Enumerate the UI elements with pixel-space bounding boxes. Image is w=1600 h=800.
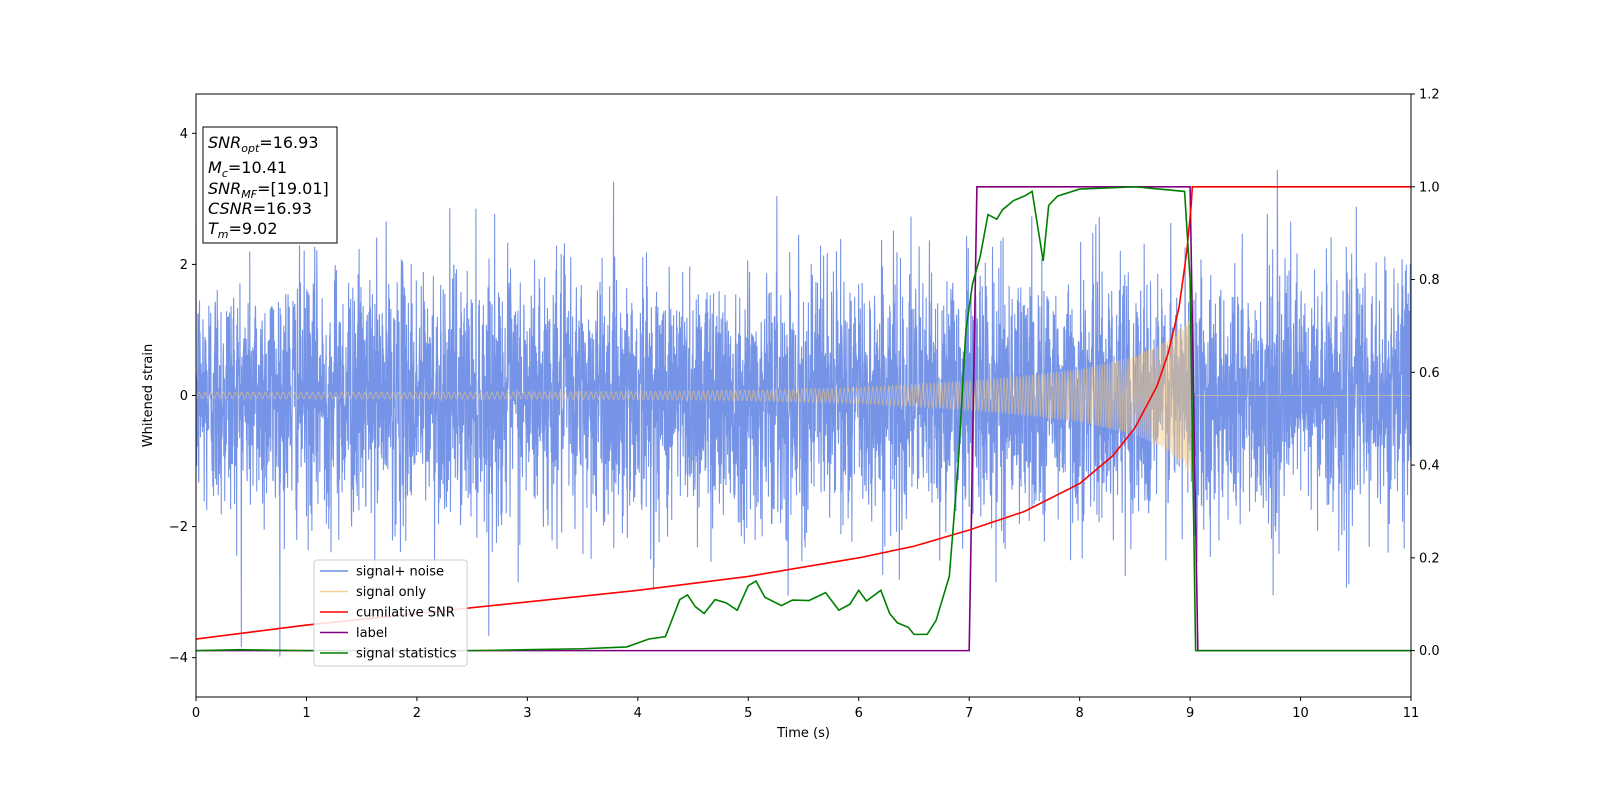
legend-frame [313, 559, 468, 667]
x-tick-label: 2 [413, 706, 421, 721]
y-tick-label: −2 [169, 520, 188, 535]
annotation-mc: Mc=10.41 [208, 158, 287, 180]
legend: signal+ noise signal only cumilative SNR la… [313, 559, 468, 667]
signal-only-line [195, 321, 1411, 473]
y-tick-label: 2 [180, 258, 188, 273]
signal-statistics-line [195, 185, 1411, 652]
annotation-mc-sub: c [222, 167, 228, 180]
annotation-mc-value: =10.41 [228, 158, 287, 177]
x-tick-label: 5 [744, 706, 752, 721]
y-right-tick-label: 0.0 [1419, 644, 1440, 659]
x-tick-label: 7 [965, 706, 973, 721]
x-tick-label: 3 [523, 706, 531, 721]
y-tick-label: −4 [169, 651, 188, 666]
legend-label: cumilative SNR [356, 606, 455, 621]
series-signal-only [195, 321, 1411, 473]
annotation-snr-mf-sub: MF [241, 188, 257, 201]
annotation-box: SNRopt=16.93 Mc=10.41 SNRMF=[19.01] CSNR… [202, 126, 338, 244]
series-signal-statistics [195, 185, 1411, 652]
x-tick-label: 0 [192, 706, 200, 721]
annotation-frame [202, 126, 338, 244]
axes: 0 1 2 3 4 5 6 7 8 9 10 11 4 2 0 −2 −4 0.0 0.2 0.4 0.6 0.8 1.0 1… [169, 88, 1440, 722]
annotation-tm: Tm=9.02 [208, 219, 278, 241]
legend-label: signal only [356, 585, 426, 600]
x-tick-label: 4 [634, 706, 642, 721]
annotation-mc-base: M [208, 158, 222, 177]
y-right-tick-label: 0.4 [1419, 459, 1440, 474]
y-right-tick-label: 0.2 [1419, 551, 1440, 566]
annotation-snr-opt-sub: opt [241, 142, 260, 155]
annotation-snr-opt: SNRopt=16.93 [208, 133, 319, 155]
y-tick-label: 0 [180, 389, 188, 404]
legend-label: signal+ noise [356, 565, 444, 580]
legend-label: label [356, 626, 387, 641]
series-signal-noise [195, 170, 1412, 657]
y-axis-label: Whitened strain [141, 344, 156, 447]
y-right-tick-label: 0.8 [1419, 273, 1440, 288]
annotation-snr-mf: SNRMF=[19.01] [208, 179, 329, 201]
annotation-snr-mf-value: =[19.01] [257, 179, 329, 198]
legend-label: signal statistics [356, 647, 457, 662]
annotation-csnr: CSNR=16.93 [208, 199, 312, 218]
x-tick-label: 11 [1403, 706, 1420, 721]
y-tick-label: 4 [180, 127, 188, 142]
x-axis-label: Time (s) [776, 726, 830, 741]
y-right-tick-label: 1.0 [1419, 180, 1440, 195]
signal-noise-line [195, 170, 1412, 657]
annotation-snr-opt-base: SNR [208, 133, 241, 152]
annotation-tm-base: T [208, 219, 219, 238]
x-tick-label: 9 [1186, 706, 1194, 721]
y-right-tick-label: 0.6 [1419, 366, 1440, 381]
y-right-tick-label: 1.2 [1419, 88, 1440, 103]
x-tick-label: 1 [302, 706, 310, 721]
annotation-snr-mf-base: SNR [208, 179, 241, 198]
annotation-csnr-base: CSNR [208, 199, 253, 218]
x-tick-label: 10 [1292, 706, 1309, 721]
x-tick-label: 6 [855, 706, 863, 721]
annotation-snr-opt-value: =16.93 [259, 133, 318, 152]
annotation-tm-value: =9.02 [229, 219, 278, 238]
annotation-tm-sub: m [218, 228, 229, 241]
annotation-csnr-value: =16.93 [253, 199, 312, 218]
x-tick-label: 8 [1075, 706, 1083, 721]
